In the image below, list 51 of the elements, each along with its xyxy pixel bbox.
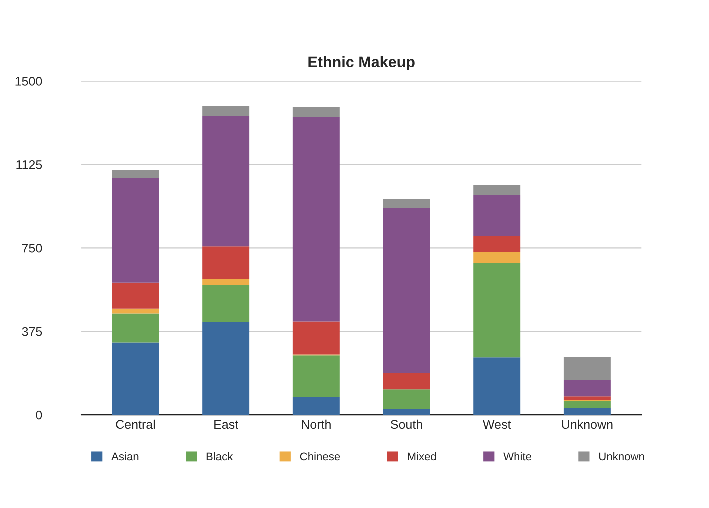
bar bbox=[112, 178, 160, 283]
bar bbox=[474, 236, 521, 252]
legend-label: Asian bbox=[112, 452, 139, 461]
x-tick-label: Unknown bbox=[562, 420, 613, 430]
bar bbox=[292, 118, 340, 322]
bar bbox=[202, 246, 250, 280]
bar bbox=[564, 408, 611, 416]
bar bbox=[202, 322, 250, 416]
legend-label: White bbox=[504, 452, 532, 461]
x-tick-label: Central bbox=[116, 420, 156, 430]
legend-label: Unknown bbox=[599, 452, 644, 461]
bar bbox=[474, 358, 521, 416]
bar bbox=[202, 116, 250, 247]
x-tick-label: South bbox=[390, 420, 422, 430]
bar bbox=[202, 279, 250, 286]
bar bbox=[383, 390, 430, 410]
bar bbox=[292, 322, 340, 355]
x-tick-label: North bbox=[302, 420, 331, 430]
legend-label: Black bbox=[206, 452, 234, 461]
bar bbox=[383, 208, 430, 373]
y-tick-label: 1500 bbox=[16, 77, 42, 86]
y-tick-label: 750 bbox=[22, 244, 42, 253]
y-tick-label: 0 bbox=[36, 410, 42, 420]
bar bbox=[564, 401, 611, 408]
y-tick-label: 1125 bbox=[16, 160, 42, 170]
legend-label: Chinese bbox=[300, 452, 340, 461]
bar bbox=[112, 308, 160, 314]
bar bbox=[383, 199, 430, 208]
chart-title: Ethnic Makeup bbox=[308, 56, 415, 71]
bar bbox=[202, 285, 250, 322]
x-tick-label: West bbox=[483, 420, 512, 430]
bar bbox=[474, 252, 521, 264]
bar bbox=[112, 314, 160, 343]
bar bbox=[383, 409, 430, 416]
bar bbox=[292, 397, 340, 416]
bar bbox=[564, 380, 611, 397]
bar bbox=[564, 396, 611, 400]
bar bbox=[474, 263, 521, 358]
bar bbox=[112, 342, 160, 416]
bar bbox=[292, 108, 340, 118]
y-tick-label: 375 bbox=[22, 327, 42, 336]
bar bbox=[564, 357, 611, 381]
bar bbox=[474, 185, 521, 196]
bar bbox=[112, 170, 160, 178]
bar bbox=[112, 282, 160, 309]
bar bbox=[474, 195, 521, 236]
bar bbox=[202, 106, 250, 116]
bar bbox=[292, 356, 340, 398]
x-tick-label: East bbox=[214, 420, 238, 430]
legend-label: Mixed bbox=[408, 452, 436, 461]
bar bbox=[383, 372, 430, 390]
